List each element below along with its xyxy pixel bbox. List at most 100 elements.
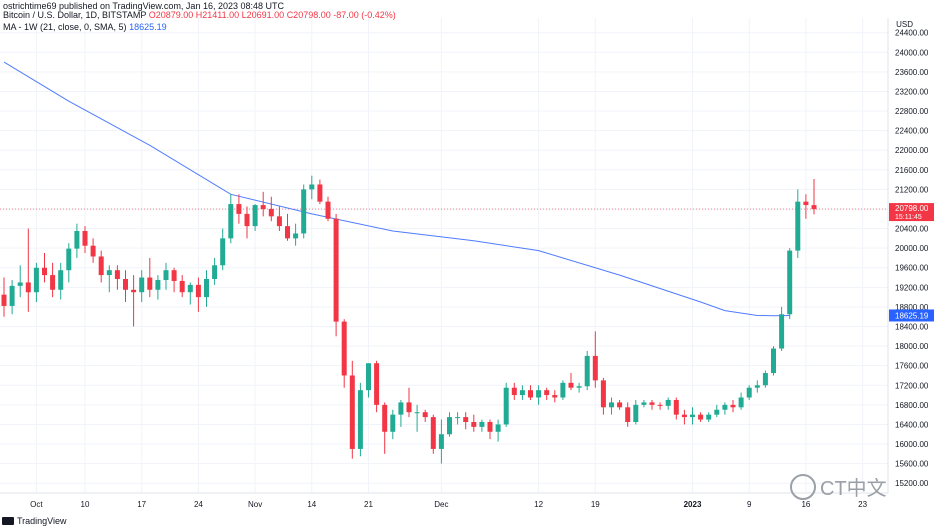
- candle-body: [179, 280, 185, 293]
- x-tick-label: 9: [747, 500, 752, 509]
- candle-body: [414, 412, 420, 414]
- candle-body: [787, 250, 793, 315]
- ma-value: 18625.19: [129, 22, 167, 32]
- candle-body: [690, 414, 695, 418]
- candle-body: [285, 226, 290, 239]
- candle-body: [463, 417, 469, 422]
- y-tick-label: 22000.00: [895, 146, 929, 155]
- candle-body: [657, 404, 663, 406]
- moving-average-layer: [3, 61, 790, 317]
- y-tick-label: 23600.00: [895, 68, 929, 77]
- x-tick-label: 12: [534, 500, 543, 509]
- last-price-tag: [889, 203, 934, 222]
- candle-body: [447, 417, 452, 435]
- candle-body: [9, 285, 15, 306]
- candle-body: [33, 267, 39, 293]
- moving-average-line: [3, 61, 790, 317]
- candle-body: [123, 279, 128, 290]
- candle-body: [495, 424, 501, 432]
- y-tick-label: 19600.00: [895, 264, 929, 273]
- y-tick-label: 19200.00: [895, 283, 929, 292]
- y-tick-label: 16000.00: [895, 440, 929, 449]
- candle-body: [422, 412, 428, 418]
- y-tick-label: 23200.00: [895, 87, 929, 96]
- y-tick-label: 21200.00: [895, 185, 929, 194]
- candle-body: [50, 275, 56, 290]
- candle-body: [195, 284, 201, 298]
- candle-body: [673, 399, 679, 415]
- candle-body: [374, 363, 380, 405]
- y-tick-label: 20000.00: [895, 244, 929, 253]
- x-tick-label: 16: [801, 500, 810, 509]
- x-tick-label: Nov: [248, 500, 262, 509]
- currency-label: USD: [896, 20, 913, 29]
- y-tick-label: 16400.00: [895, 420, 929, 429]
- candle-body: [536, 390, 542, 398]
- candle-body: [803, 201, 809, 206]
- ma-legend[interactable]: MA - 1W (21, close, 0, SMA, 5) 18625.19: [3, 22, 167, 32]
- price-axis[interactable]: 24400.00 24000.00 23600.00 23200.00 22800.00…: [887, 18, 934, 493]
- candle-body: [625, 407, 631, 422]
- x-tick-label: 19: [591, 500, 600, 509]
- candle-body: [155, 279, 161, 290]
- x-tick-label: 21: [364, 500, 373, 509]
- candle-body: [665, 399, 671, 406]
- footer: TradingView: [0, 514, 67, 528]
- candle-body: [633, 404, 639, 422]
- footer-brand[interactable]: TradingView: [17, 516, 67, 526]
- candle-body: [1, 294, 7, 306]
- candle-body: [17, 282, 23, 286]
- candle-body: [74, 231, 80, 249]
- candle-body: [560, 382, 566, 398]
- x-tick-label: 23: [858, 500, 867, 509]
- countdown-label: 15:11:45: [895, 214, 922, 221]
- candle-body: [382, 404, 388, 432]
- candle-body: [771, 348, 776, 374]
- chart-grid: [0, 18, 888, 493]
- candle-body: [276, 216, 282, 227]
- y-tick-label: 17200.00: [895, 381, 929, 390]
- candle-body: [649, 402, 655, 405]
- candle-body: [576, 386, 582, 388]
- y-tick-label: 15600.00: [895, 460, 929, 469]
- candle-body: [366, 363, 371, 391]
- candle-body: [309, 184, 315, 190]
- candle-body: [479, 421, 485, 427]
- ma-price-label: 18625.19: [895, 311, 929, 320]
- x-tick-label: 17: [137, 500, 146, 509]
- candle-body: [293, 233, 299, 239]
- candle-body: [617, 402, 623, 408]
- candle-body: [544, 390, 550, 396]
- candle-body: [641, 402, 647, 405]
- candle-body: [98, 256, 104, 276]
- candle-body: [438, 434, 444, 449]
- x-tick-label: 2023: [684, 500, 702, 509]
- last-price-label: 20798.00: [895, 204, 929, 213]
- candle-body: [25, 282, 31, 293]
- candle-body: [584, 355, 590, 387]
- candle-body: [568, 382, 574, 388]
- x-tick-label: 14: [307, 500, 316, 509]
- y-tick-label: 24000.00: [895, 48, 929, 57]
- candle-body: [471, 421, 477, 427]
- candle-body: [609, 402, 614, 408]
- candle-body: [187, 284, 193, 293]
- symbol-name[interactable]: Bitcoin / U.S. Dollar, 1D, BITSTAMP: [3, 10, 147, 20]
- y-tick-label: 22400.00: [895, 127, 929, 136]
- candle-body: [398, 402, 404, 415]
- candle-body: [244, 213, 250, 227]
- candle-body: [341, 321, 347, 376]
- candle-body: [236, 204, 242, 214]
- candle-body: [762, 373, 768, 386]
- ma-label: MA - 1W (21, close, 0, SMA, 5): [3, 22, 127, 32]
- candle-body: [698, 414, 704, 420]
- candle-body: [754, 385, 760, 388]
- time-axis[interactable]: Oct 10 17 24 Nov 14 21 Dec 12 19 2023 9 16 23: [0, 492, 888, 509]
- x-tick-label: Oct: [30, 500, 43, 509]
- y-tick-label: 15200.00: [895, 479, 929, 488]
- ohlc-values: O20879.00 H21411.00 L20691.00 C20798.00 …: [148, 10, 396, 20]
- chat-bubble-icon: [790, 473, 816, 500]
- watermark: CT中文: [790, 472, 887, 501]
- candle-body: [220, 238, 226, 266]
